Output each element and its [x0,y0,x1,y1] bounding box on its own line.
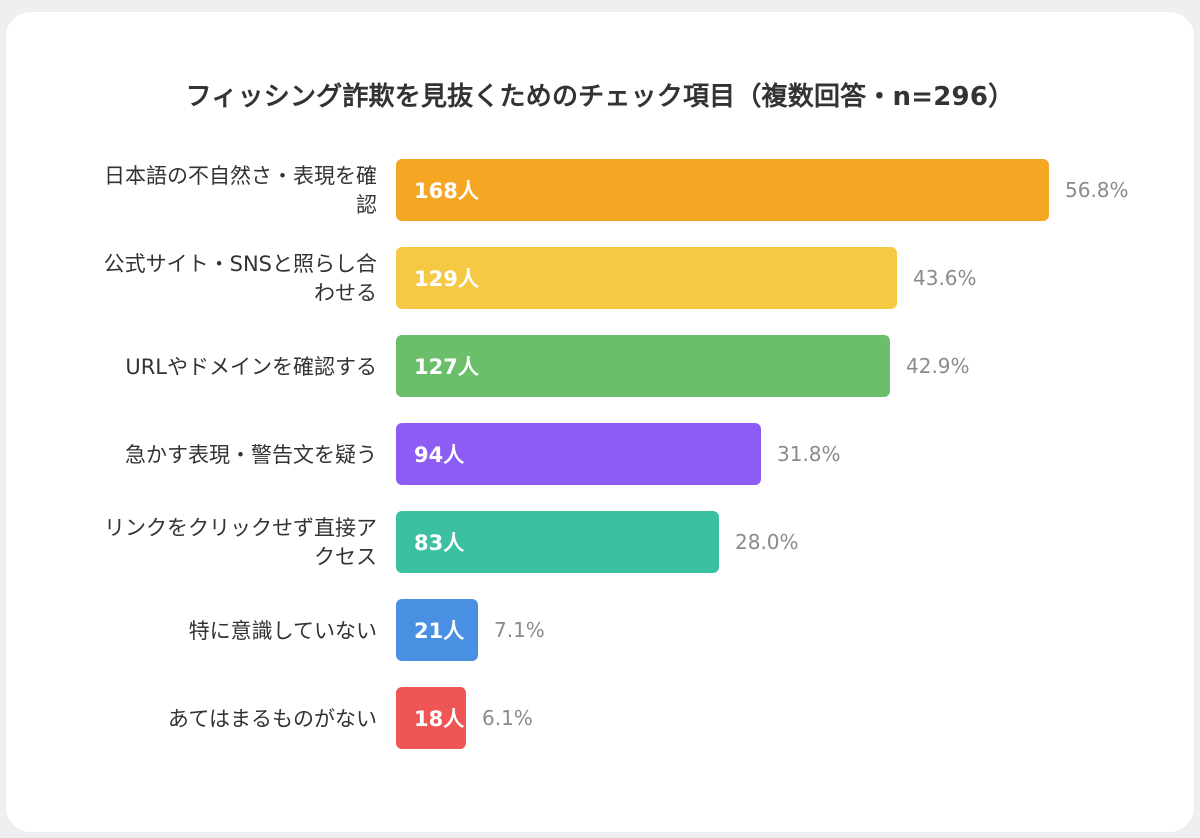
bar: 168人 [396,159,1049,221]
category-label: 日本語の不自然さ・表現を確認 [60,159,377,223]
bar-value-label: 94人 [414,443,465,467]
category-label-text: 急かす表現・警告文を疑う [125,441,377,470]
category-label: 公式サイト・SNSと照らし合わせる [60,247,377,311]
bar-value-label: 18人 [414,707,465,731]
chart-row: 急かす表現・警告文を疑う 94人 31.8% [0,423,1200,487]
percent-label: 56.8% [1065,178,1129,202]
bar-value-label: 83人 [414,531,465,555]
category-label: 急かす表現・警告文を疑う [60,423,377,487]
chart-row: 公式サイト・SNSと照らし合わせる 129人 43.6% [0,247,1200,311]
percent-label: 6.1% [482,706,533,730]
category-label-text: あてはまるものがない [168,705,377,734]
bar-value-label: 21人 [414,619,465,643]
percent-label: 31.8% [777,442,841,466]
category-label-line: リンクをクリックせず直接ア [104,516,377,540]
category-label-line: 認 [356,193,377,217]
category-label-text: 公式サイト・SNSと照らし合わせる [104,250,377,308]
category-label-line: あてはまるものがない [167,706,377,731]
category-label-text: 日本語の不自然さ・表現を確認 [104,162,377,220]
chart-row: リンクをクリックせず直接アクセス 83人 28.0% [0,511,1200,575]
percent-label: 28.0% [735,530,799,554]
bar-value-label: 127人 [414,355,479,379]
category-label-text: URLやドメインを確認する [125,353,377,382]
category-label-line: URLやドメインを確認する [125,354,377,379]
chart-card [6,12,1194,832]
percent-label: 43.6% [913,266,977,290]
category-label-line: 特に意識していない [188,618,377,643]
bar: 94人 [396,423,761,485]
category-label-text: 特に意識していない [189,617,377,646]
category-label-line: 公式サイト・SNSと照らし合 [103,252,377,276]
category-label-line: 日本語の不自然さ・表現を確 [104,164,377,188]
chart-title: フィッシング詐欺を見抜くためのチェック項目（複数回答・n=296） [185,82,1015,112]
category-label: あてはまるものがない [60,687,377,751]
chart-row: 特に意識していない 21人 7.1% [0,599,1200,663]
bar: 21人 [396,599,478,661]
bar: 127人 [396,335,890,397]
category-label-line: わせる [314,281,377,305]
chart-row: あてはまるものがない 18人 6.1% [0,687,1200,751]
percent-label: 42.9% [906,354,970,378]
chart-row: URLやドメインを確認する 127人 42.9% [0,335,1200,399]
category-label-line: クセス [314,545,377,569]
chart-row: 日本語の不自然さ・表現を確認 168人 56.8% [0,159,1200,223]
category-label-text: リンクをクリックせず直接アクセス [104,514,377,572]
category-label-line: 急かす表現・警告文を疑う [125,442,377,467]
category-label: 特に意識していない [60,599,377,663]
bar: 83人 [396,511,719,573]
bar: 129人 [396,247,897,309]
category-label: リンクをクリックせず直接アクセス [60,511,377,575]
bar: 18人 [396,687,466,749]
bar-value-label: 129人 [414,267,479,291]
bar-value-label: 168人 [414,179,479,203]
percent-label: 7.1% [494,618,545,642]
category-label: URLやドメインを確認する [60,335,377,399]
